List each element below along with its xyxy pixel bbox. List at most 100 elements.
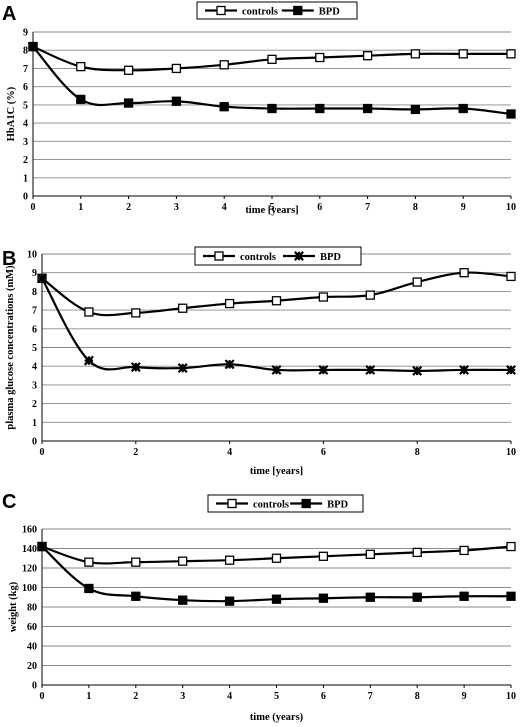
- data-point: [459, 591, 469, 601]
- y-tick-label: 3: [32, 380, 37, 391]
- y-tick-label: 20: [27, 661, 37, 672]
- data-point: [271, 553, 282, 563]
- data-point: [37, 541, 47, 552]
- y-tick-label: 60: [27, 622, 37, 633]
- data-point: [410, 104, 421, 115]
- data-point: [171, 63, 182, 74]
- x-tick-label: 6: [321, 691, 326, 702]
- data-point: [506, 364, 516, 375]
- star-stroke: [365, 364, 376, 375]
- y-tick-label: 10: [27, 250, 37, 261]
- data-point: [131, 557, 141, 567]
- y-tick-label: 5: [23, 100, 28, 111]
- x-tick-label: 10: [506, 202, 516, 213]
- legend-entry: controls: [216, 498, 289, 510]
- legend-entry: controls: [203, 251, 276, 263]
- star-stroke: [177, 363, 188, 374]
- legend-label: BPD: [320, 252, 341, 263]
- data-point: [131, 591, 141, 601]
- data-point: [458, 49, 468, 59]
- y-axis-label: weight (kg): [8, 581, 19, 632]
- data-point: [365, 364, 376, 375]
- y-tick-label: 5: [32, 343, 37, 354]
- y-tick-label: 4: [23, 119, 28, 130]
- data-point: [458, 103, 468, 114]
- legend-marker: [216, 5, 226, 16]
- star-stroke: [37, 273, 47, 284]
- x-tick-label: 0: [40, 447, 45, 458]
- data-point: [219, 60, 229, 70]
- data-point: [224, 596, 235, 606]
- data-point: [412, 277, 422, 287]
- legend-box: [194, 246, 362, 266]
- y-tick-label: 1: [23, 173, 28, 184]
- y-tick-label: 9: [32, 268, 37, 279]
- legend-marker: [293, 5, 303, 16]
- data-point: [315, 52, 325, 63]
- legend-box: [196, 1, 358, 20]
- star-stroke: [271, 364, 282, 375]
- data-point: [267, 54, 277, 64]
- x-tick-label: 7: [368, 691, 373, 702]
- data-point: [459, 545, 469, 556]
- x-axis-label: time [years]: [245, 205, 298, 216]
- data-point: [318, 364, 329, 375]
- data-point: [178, 303, 188, 313]
- data-point: [506, 541, 516, 552]
- x-tick-label: 5: [274, 691, 279, 702]
- legend-marker: [227, 498, 237, 509]
- y-tick-label: 160: [22, 525, 37, 536]
- x-tick-label: 8: [415, 447, 420, 458]
- data-point: [76, 94, 86, 105]
- data-point: [412, 592, 422, 602]
- y-tick-label: 4: [32, 362, 37, 373]
- data-point: [506, 271, 516, 282]
- x-tick-label: 4: [227, 691, 232, 702]
- data-point: [506, 591, 516, 601]
- y-tick-label: 9: [23, 28, 28, 39]
- data-point: [365, 549, 375, 559]
- y-axis-label: plasma glucose concentrations (mM): [5, 265, 16, 430]
- x-tick-label: 8: [413, 202, 418, 213]
- y-tick-label: 6: [23, 82, 28, 93]
- legend: controls BPD: [207, 494, 364, 513]
- x-tick-label: 0: [31, 202, 36, 213]
- legend-entry: BPD: [290, 498, 349, 510]
- data-point: [84, 583, 94, 594]
- x-tick-label: 6: [321, 447, 326, 458]
- series-bpd: [37, 541, 516, 606]
- y-axis-label: HbA1C (%): [6, 86, 17, 141]
- data-point: [224, 555, 235, 565]
- data-point: [131, 308, 141, 318]
- x-tick-label: 9: [462, 691, 467, 702]
- legend-label: BPD: [327, 499, 348, 510]
- x-tick-label: 10: [506, 691, 516, 702]
- y-tick-label: 0: [32, 437, 37, 448]
- y-tick-label: 8: [23, 46, 28, 57]
- data-point: [177, 363, 188, 374]
- data-point: [178, 556, 188, 566]
- y-tick-label: 100: [22, 583, 37, 594]
- x-tick-label: 2: [126, 202, 131, 213]
- data-point: [219, 102, 229, 112]
- legend-box: [207, 494, 364, 513]
- star-stroke: [224, 359, 235, 370]
- y-tick-label: 1: [32, 418, 37, 429]
- data-point: [271, 364, 282, 375]
- series-bpd: [37, 273, 516, 376]
- data-point: [84, 557, 94, 567]
- data-point: [123, 98, 134, 108]
- data-point: [271, 594, 282, 604]
- x-tick-label: 2: [133, 691, 138, 702]
- y-tick-label: 80: [27, 603, 37, 614]
- y-tick-label: 2: [23, 155, 28, 166]
- y-tick-label: 2: [32, 399, 37, 410]
- legend-label: controls: [253, 499, 289, 510]
- series-line: [41, 271, 512, 317]
- data-point: [318, 593, 329, 603]
- y-tick-label: 7: [23, 64, 28, 75]
- chart-panel-b: B 0 1 2 3 4 5 6 7 8 9 10 0 2 4 6 8 10 time [years] plasma g…: [2, 246, 516, 477]
- data-point: [76, 61, 86, 72]
- legend-entry: controls: [205, 5, 278, 17]
